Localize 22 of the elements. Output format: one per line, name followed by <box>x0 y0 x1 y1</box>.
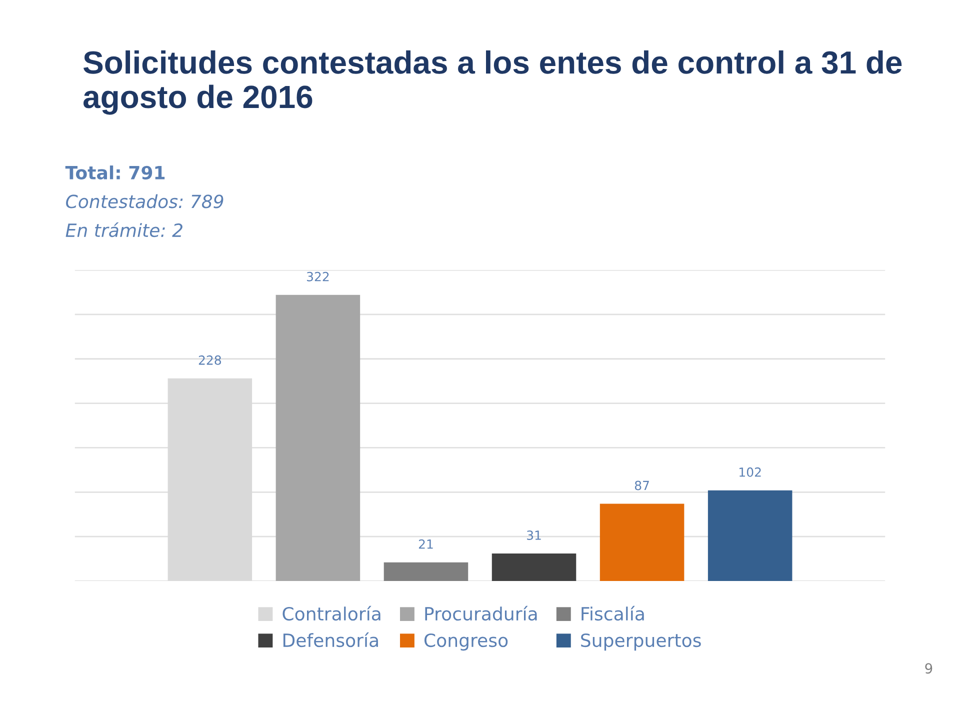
text: Contestados: 789 <box>66 194 224 208</box>
bar <box>384 562 468 582</box>
text: Total: 791 <box>65 166 165 180</box>
bar <box>492 553 576 582</box>
data-label: 102 <box>740 467 761 477</box>
legend-label: Procuraduría <box>425 606 537 621</box>
legend-label: Defensoría <box>283 632 378 648</box>
legend-label: Congreso <box>424 633 508 651</box>
legend-label: Contraloría <box>282 606 380 621</box>
data-label: 31 <box>527 530 541 540</box>
data-label: 87 <box>634 480 649 490</box>
text: 9 <box>925 663 932 674</box>
bar <box>600 504 684 582</box>
data-label: 228 <box>198 355 221 365</box>
data-label: 322 <box>306 272 329 282</box>
legend-label: Superpuertos <box>581 633 701 651</box>
text: En trámite: 2 <box>66 222 182 238</box>
legend-label: Fiscalía <box>582 606 644 621</box>
bar <box>276 294 360 582</box>
chart-title: Solicitudes contestadas a los entes de control a 31 de agosto de 2016 <box>83 50 902 115</box>
data-label: 21 <box>418 539 433 549</box>
bar <box>708 490 792 582</box>
